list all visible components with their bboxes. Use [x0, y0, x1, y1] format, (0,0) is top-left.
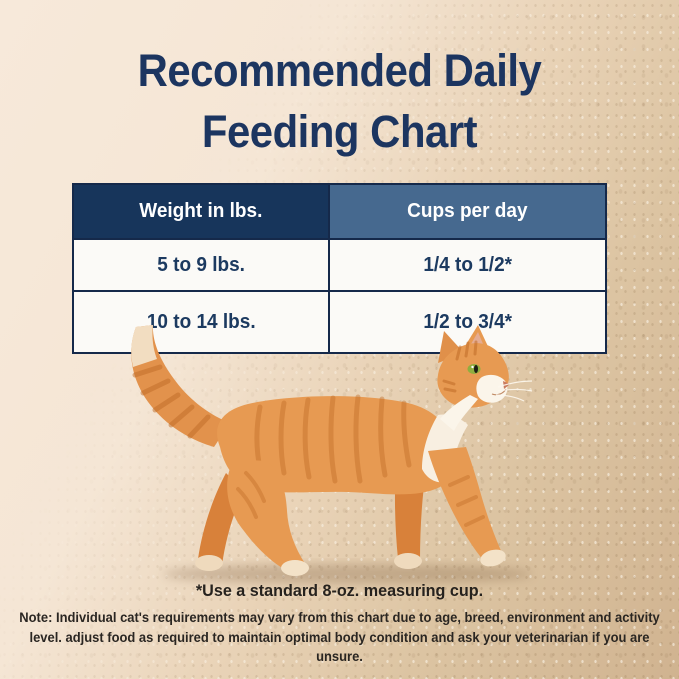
table-row1-weight-cell: 5 to 9 lbs. [74, 240, 328, 290]
table-row1-cups-value: 1/4 to 1/2* [423, 253, 512, 276]
table-row2-weight-value: 10 to 14 lbs. [146, 310, 256, 333]
table-row1-cups-cell: 1/4 to 1/2* [330, 240, 605, 290]
cat-body [217, 396, 455, 495]
cat-front-leg-near [428, 447, 502, 561]
table-row2-cups-value: 1/2 to 3/4* [423, 310, 512, 333]
column-header-cups: Cups per day [330, 185, 605, 238]
cat-paw-hind-near [281, 560, 309, 576]
cat-paw-front-far [394, 553, 422, 569]
feeding-table: Weight in lbs. Cups per day 5 to 9 lbs. … [72, 183, 607, 354]
table-row2-weight-cell: 10 to 14 lbs. [74, 292, 328, 352]
disclaimer-note: Note: Individual cat's requirements may … [14, 608, 666, 667]
table-row1-weight-value: 5 to 9 lbs. [157, 253, 245, 276]
column-header-weight: Weight in lbs. [74, 185, 328, 238]
page-title-line-1: Recommended Daily [137, 45, 542, 96]
cat-neck-white [440, 395, 478, 431]
cat-muzzle [476, 374, 508, 403]
cat-shadow [163, 564, 533, 584]
cat-tail [131, 325, 230, 447]
cat-whiskers [495, 380, 533, 402]
page-title: Recommended Daily Feeding Chart [24, 40, 655, 162]
note-line-1: Note: Individual cat's requirements may … [19, 610, 660, 625]
note-line-2: level. adjust food as required to mainta… [29, 629, 650, 665]
footnote: *Use a standard 8-oz. measuring cup. [195, 581, 484, 600]
table-row2-cups-cell: 1/2 to 3/4* [330, 292, 605, 352]
cat-head [437, 325, 533, 431]
column-header-cups-label: Cups per day [407, 200, 528, 222]
page-title-line-2: Feeding Chart [201, 106, 478, 157]
cat-paw-front-near [480, 549, 506, 567]
cat-image [131, 325, 533, 584]
cat-paw-hind-far [195, 555, 223, 571]
cat-hind-leg-near [227, 459, 306, 569]
column-header-weight-label: Weight in lbs. [139, 200, 263, 222]
cat-body-stripes [254, 394, 412, 484]
